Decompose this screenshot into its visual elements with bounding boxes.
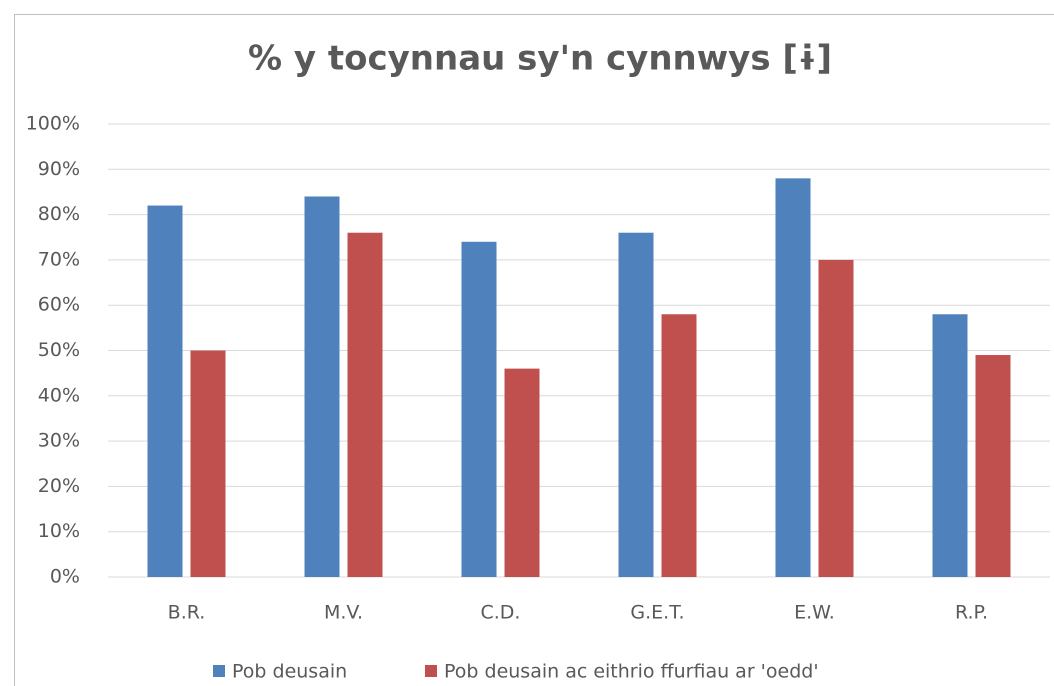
x-tick-label: M.V. (324, 602, 363, 624)
bar (461, 241, 497, 577)
x-tick-label: B.R. (168, 602, 206, 624)
y-tick-label: 0% (50, 566, 80, 588)
y-tick-label: 20% (38, 475, 80, 497)
bar (347, 232, 383, 577)
y-tick-label: 60% (38, 294, 80, 316)
y-tick-label: 70% (38, 248, 80, 270)
bar (818, 259, 854, 577)
bar (504, 368, 540, 577)
x-tick-label: R.P. (955, 602, 988, 624)
chart-title: % y tocynnau sy'n cynnwys [ɨ] (248, 39, 832, 79)
y-tick-label: 50% (38, 339, 80, 361)
y-tick-label: 30% (38, 430, 80, 452)
x-tick-label: G.E.T. (630, 602, 684, 624)
legend-swatch (425, 665, 437, 677)
bar (304, 196, 340, 578)
legend-label: Pob deusain ac eithrio ffurfiau ar 'oedd… (444, 661, 819, 683)
bar (618, 232, 654, 577)
y-tick-label: 10% (38, 520, 80, 542)
bar (932, 314, 968, 577)
y-tick-label: 100% (26, 113, 80, 135)
y-tick-label: 90% (38, 158, 80, 180)
y-tick-label: 80% (38, 203, 80, 225)
bar (661, 314, 697, 577)
x-tick-label: E.W. (794, 602, 835, 624)
bar (975, 355, 1011, 577)
bar (190, 350, 226, 577)
legend-swatch (213, 665, 225, 677)
bar (775, 178, 811, 578)
legend-label: Pob deusain (232, 661, 347, 683)
bar (147, 205, 183, 578)
y-tick-label: 40% (38, 384, 80, 406)
x-tick-label: C.D. (481, 602, 521, 624)
